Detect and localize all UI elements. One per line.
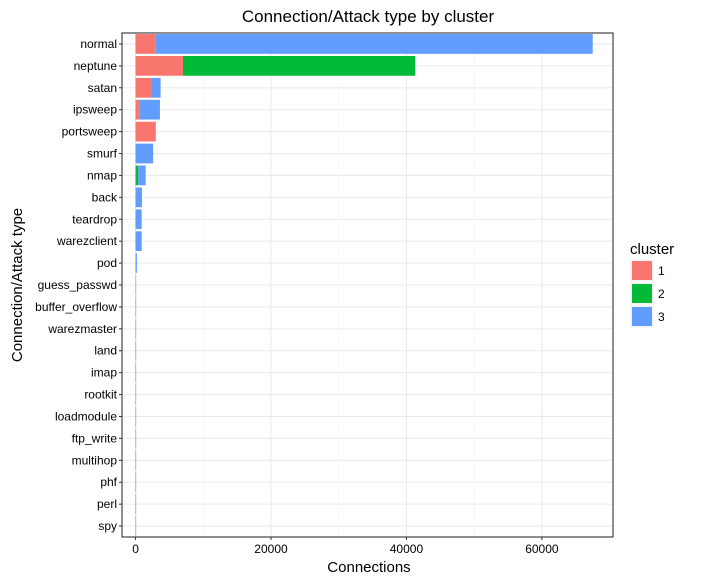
bar-multihop-cluster-3 bbox=[135, 450, 137, 471]
bar-satan-cluster-3 bbox=[151, 77, 161, 98]
y-tick-label: land bbox=[94, 344, 117, 358]
legend-label: 3 bbox=[658, 310, 665, 324]
y-tick-label: portsweep bbox=[62, 125, 118, 139]
bar-land-cluster-3 bbox=[135, 340, 137, 361]
x-tick-label: 20000 bbox=[254, 542, 288, 556]
y-tick-label: rootkit bbox=[84, 388, 117, 402]
y-tick-label: back bbox=[92, 190, 118, 204]
legend-title: cluster bbox=[630, 241, 674, 258]
y-tick-label: pod bbox=[97, 256, 117, 270]
bar-smurf-cluster-3 bbox=[135, 143, 154, 164]
y-tick-label: buffer_overflow bbox=[35, 300, 117, 314]
legend: cluster 1 2 3 bbox=[629, 241, 674, 329]
bar-spy-cluster-3 bbox=[135, 516, 137, 536]
legend-label: 1 bbox=[658, 264, 665, 278]
bar-warezclient-cluster-3 bbox=[135, 231, 142, 252]
x-tick-label: 60000 bbox=[525, 542, 559, 556]
y-tick-label: perl bbox=[97, 497, 117, 511]
bar-portsweep-cluster-1 bbox=[135, 121, 156, 142]
y-tick-label: phf bbox=[100, 475, 117, 489]
legend-label: 2 bbox=[658, 287, 665, 301]
y-tick-label: teardrop bbox=[72, 212, 117, 226]
y-tick-label: neptune bbox=[74, 59, 118, 73]
chart-title: Connection/Attack type by cluster bbox=[242, 7, 495, 26]
bar-buffer_overflow-cluster-3 bbox=[135, 297, 137, 317]
y-tick-label: warezclient bbox=[56, 234, 118, 248]
y-tick-label: warezmaster bbox=[47, 322, 117, 336]
legend-key-cluster-1 bbox=[632, 261, 652, 280]
plot-panel bbox=[121, 32, 614, 538]
x-tick-label: 0 bbox=[132, 542, 139, 556]
y-tick-label: satan bbox=[88, 81, 117, 95]
x-tick-label: 40000 bbox=[390, 542, 424, 556]
y-tick-label: ipsweep bbox=[73, 103, 117, 117]
y-tick-label: loadmodule bbox=[55, 409, 117, 423]
bar-normal-cluster-1 bbox=[135, 34, 156, 54]
y-tick-label: multihop bbox=[72, 453, 118, 467]
bar-nmap-cluster-2 bbox=[135, 165, 139, 186]
bar-perl-cluster-3 bbox=[135, 494, 137, 514]
y-tick-label: guess_passwd bbox=[38, 278, 117, 292]
legend-key-cluster-3 bbox=[632, 307, 652, 326]
legend-key-cluster-2 bbox=[632, 284, 652, 303]
bar-neptune-cluster-2 bbox=[182, 56, 416, 76]
y-tick-label: ftp_write bbox=[72, 431, 118, 445]
bar-portsweep-cluster-3 bbox=[155, 121, 156, 142]
y-tick-label: spy bbox=[98, 519, 117, 533]
bar-back-cluster-3 bbox=[135, 187, 142, 208]
bar-warezmaster-cluster-3 bbox=[135, 318, 137, 339]
bar-nmap-cluster-3 bbox=[138, 165, 146, 186]
bar-teardrop-cluster-3 bbox=[135, 209, 142, 230]
y-tick-label: smurf bbox=[87, 147, 118, 161]
bar-guess_passwd-cluster-1 bbox=[135, 275, 137, 295]
bar-neptune-cluster-1 bbox=[135, 56, 183, 76]
x-axis-title: Connections bbox=[327, 559, 410, 576]
bar-normal-cluster-3 bbox=[155, 34, 593, 54]
bar-ipsweep-cluster-1 bbox=[135, 99, 140, 120]
bar-phf-cluster-3 bbox=[135, 472, 137, 493]
bar-satan-cluster-1 bbox=[135, 77, 152, 98]
y-tick-label: normal bbox=[80, 37, 117, 51]
bar-pod-cluster-3 bbox=[135, 253, 137, 273]
bar-ipsweep-cluster-3 bbox=[139, 99, 160, 120]
bar-rootkit-cluster-3 bbox=[135, 384, 137, 405]
y-axis-title: Connection/Attack type bbox=[9, 208, 26, 362]
bar-ftp_write-cluster-3 bbox=[135, 428, 137, 449]
bar-imap-cluster-3 bbox=[135, 362, 137, 383]
y-tick-label: imap bbox=[91, 366, 117, 380]
bar-loadmodule-cluster-3 bbox=[135, 406, 137, 427]
y-tick-label: nmap bbox=[87, 168, 117, 182]
